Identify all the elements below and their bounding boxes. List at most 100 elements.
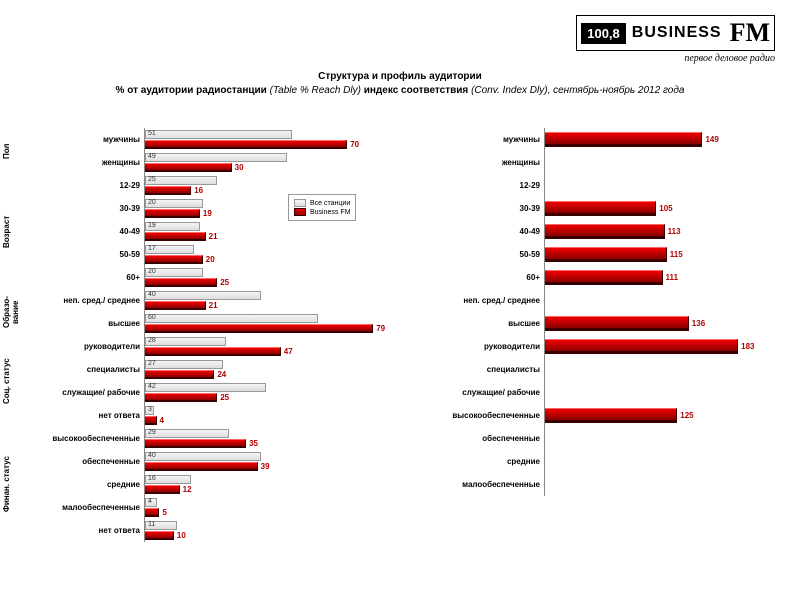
chart-row: служащие/ рабочие <box>440 381 770 404</box>
chart-row: 30-392019 <box>30 197 420 220</box>
legend-swatch-bfm <box>294 208 306 216</box>
left-chart: ПолВозрастОбразо- ваниеСоц. статусФинан.… <box>30 128 420 588</box>
bar-bfm <box>145 485 180 494</box>
chart-row: специалисты2724 <box>30 358 420 381</box>
category-label: женщины <box>30 158 144 167</box>
category-label: высокообеспеченные <box>30 434 144 443</box>
chart-row: 60+2025 <box>30 266 420 289</box>
bar-bfm <box>145 347 281 356</box>
bar-index <box>545 316 689 331</box>
chart-row: 60+111 <box>440 266 770 289</box>
category-label: обеспеченные <box>440 434 544 443</box>
chart-row: руководители183 <box>440 335 770 358</box>
category-label: 50-59 <box>440 250 544 259</box>
bar-all: 11 <box>145 521 177 530</box>
bar-bfm <box>145 140 347 149</box>
category-label: 50-59 <box>30 250 144 259</box>
category-label: высокообеспеченные <box>440 411 544 420</box>
right-chart: мужчины149женщины12-2930-3910540-4911350… <box>440 128 770 588</box>
bar-bfm <box>145 416 157 425</box>
bar-bfm <box>145 278 217 287</box>
group-label: Пол <box>2 130 11 172</box>
category-label: неп. сред./ среднее <box>440 296 544 305</box>
legend: Все станции Business FM <box>288 194 356 221</box>
category-label: малообеспеченные <box>440 480 544 489</box>
category-label: специалисты <box>440 365 544 374</box>
bar-index <box>545 247 667 262</box>
bar-bfm <box>145 370 214 379</box>
bar-all: 16 <box>145 475 191 484</box>
category-label: служащие/ рабочие <box>30 388 144 397</box>
bar-all: 28 <box>145 337 226 346</box>
bar-all: 4 <box>145 498 157 507</box>
chart-row: женщины <box>440 151 770 174</box>
bar-bfm <box>145 301 206 310</box>
bar-all: 17 <box>145 245 194 254</box>
bar-all: 29 <box>145 429 229 438</box>
bar-bfm <box>145 393 217 402</box>
title-line1: Структура и профиль аудитории <box>0 70 800 84</box>
category-label: средние <box>440 457 544 466</box>
bar-index <box>545 270 663 285</box>
category-label: мужчины <box>440 135 544 144</box>
bar-bfm <box>145 508 159 517</box>
category-label: обеспеченные <box>30 457 144 466</box>
category-label: средние <box>30 480 144 489</box>
chart-row: 12-29 <box>440 174 770 197</box>
category-label: специалисты <box>30 365 144 374</box>
chart-row: 50-591720 <box>30 243 420 266</box>
bar-index <box>545 224 665 239</box>
bar-all: 3 <box>145 406 154 415</box>
category-label: служащие/ рабочие <box>440 388 544 397</box>
chart-row: обеспеченные <box>440 427 770 450</box>
bar-index <box>545 408 677 423</box>
bar-bfm <box>145 209 200 218</box>
chart-row: 12-292516 <box>30 174 420 197</box>
group-label: Финан. статус <box>2 429 11 540</box>
logo-fm: FM <box>730 18 770 48</box>
bar-all: 20 <box>145 268 203 277</box>
chart-row: малообеспеченные <box>440 473 770 496</box>
group-label: Возраст <box>2 176 11 287</box>
bar-bfm <box>145 186 191 195</box>
category-label: нет ответа <box>30 411 144 420</box>
legend-swatch-all <box>294 199 306 207</box>
bar-all: 60 <box>145 314 318 323</box>
chart-row: малообеспеченные45 <box>30 496 420 519</box>
bar-all: 20 <box>145 199 203 208</box>
category-label: руководители <box>440 342 544 351</box>
chart-row: средние1612 <box>30 473 420 496</box>
bar-all: 25 <box>145 176 217 185</box>
chart-row: руководители2847 <box>30 335 420 358</box>
chart-row: средние <box>440 450 770 473</box>
bar-index <box>545 132 702 147</box>
category-label: 60+ <box>30 273 144 282</box>
chart-row: высокообеспеченные125 <box>440 404 770 427</box>
category-label: 12-29 <box>440 181 544 190</box>
chart-row: 40-491921 <box>30 220 420 243</box>
category-label: нет ответа <box>30 526 144 535</box>
bar-all: 51 <box>145 130 292 139</box>
bar-bfm <box>145 232 206 241</box>
bar-all: 27 <box>145 360 223 369</box>
bar-bfm <box>145 531 174 540</box>
category-label: высшее <box>30 319 144 328</box>
bar-index <box>545 201 656 216</box>
chart-row: нет ответа1110 <box>30 519 420 542</box>
bar-all: 42 <box>145 383 266 392</box>
chart-row: неп. сред./ среднее <box>440 289 770 312</box>
charts-area: ПолВозрастОбразо- ваниеСоц. статусФинан.… <box>30 128 780 588</box>
category-label: 12-29 <box>30 181 144 190</box>
category-label: высшее <box>440 319 544 328</box>
logo-freq: 100,8 <box>581 23 626 44</box>
category-label: 40-49 <box>440 227 544 236</box>
chart-row: высокообеспеченные2935 <box>30 427 420 450</box>
chart-row: высшее6079 <box>30 312 420 335</box>
chart-row: 40-49113 <box>440 220 770 243</box>
category-label: неп. сред./ среднее <box>30 296 144 305</box>
bar-bfm <box>145 255 203 264</box>
chart-row: служащие/ рабочие4225 <box>30 381 420 404</box>
bar-all: 49 <box>145 153 287 162</box>
bar-all: 40 <box>145 291 261 300</box>
bar-all: 19 <box>145 222 200 231</box>
